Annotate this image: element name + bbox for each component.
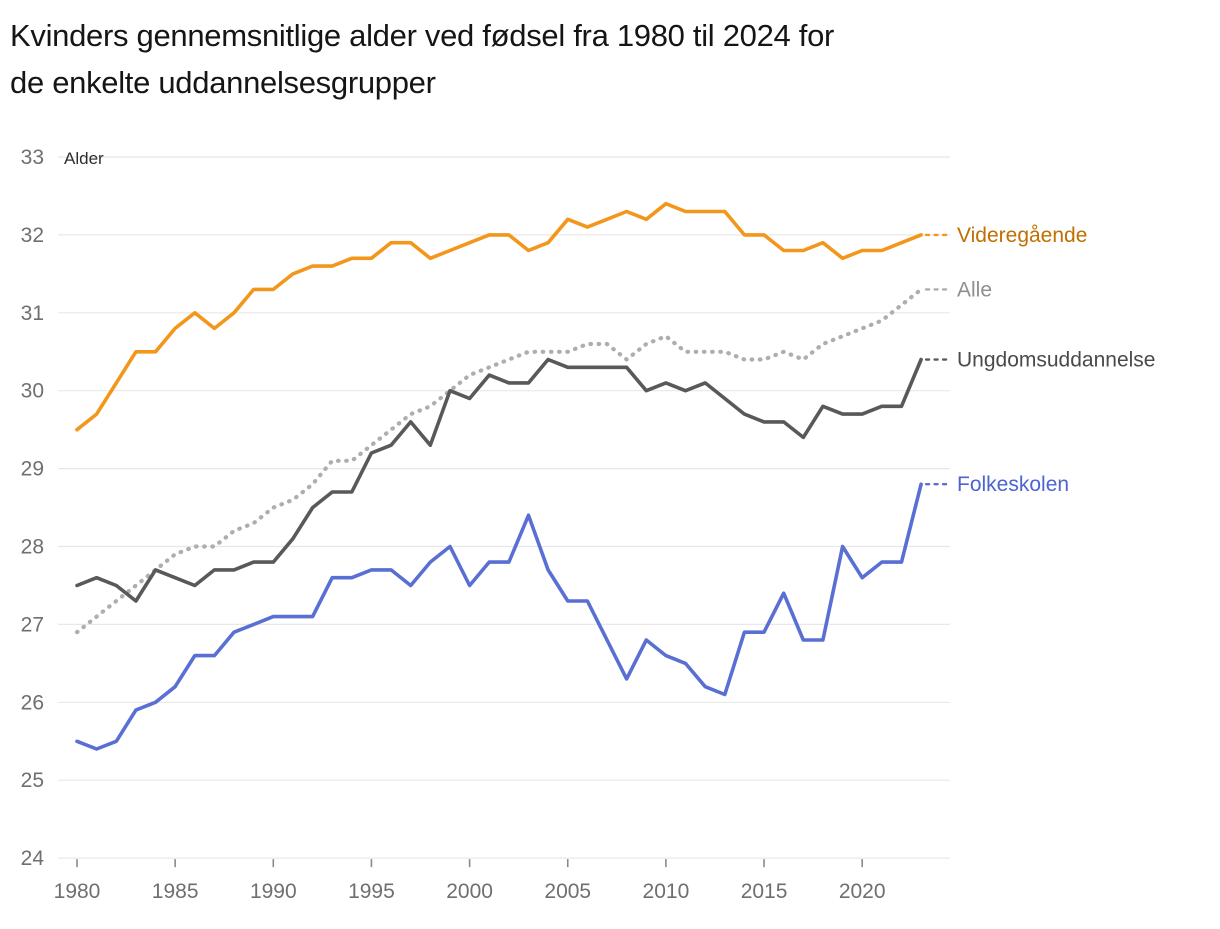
y-tick-label-28: 28 (21, 536, 44, 559)
y-tick-label-25: 25 (21, 769, 44, 792)
x-tick-label-1990: 1990 (250, 880, 297, 903)
series-line-alle (74, 287, 924, 635)
series-label-alle: Alle (957, 278, 992, 301)
x-tick-label-2000: 2000 (446, 880, 493, 903)
y-tick-label-27: 27 (21, 613, 44, 636)
x-tick-label-2005: 2005 (544, 880, 591, 903)
x-tick-label-2010: 2010 (643, 880, 690, 903)
chart-title: Kvinders gennemsnitlige alder ved fødsel… (10, 12, 1200, 106)
x-tick-label-1985: 1985 (152, 880, 199, 903)
y-tick-label-29: 29 (21, 458, 44, 481)
series-label-ungdomsuddannelse: Ungdomsuddannelse (957, 349, 1155, 372)
y-axis-unit-label: Alder (64, 149, 104, 168)
y-tick-label-33: 33 (21, 146, 44, 169)
x-tick-label-1980: 1980 (54, 880, 101, 903)
chart-title-line1: Kvinders gennemsnitlige alder ved fødsel… (10, 18, 835, 53)
series-line-videregående (75, 201, 923, 432)
y-tick-label-30: 30 (21, 380, 44, 403)
x-tick-label-2015: 2015 (741, 880, 788, 903)
series-label-videregående: Videregående (957, 224, 1087, 247)
y-tick-label-26: 26 (21, 691, 44, 714)
y-tick-label-32: 32 (21, 224, 44, 247)
chart-title-line2: de enkelte uddannelsesgrupper (10, 65, 436, 100)
x-tick-label-2020: 2020 (839, 880, 886, 903)
series-label-folkeskolen: Folkeskolen (957, 473, 1069, 496)
y-tick-label-31: 31 (21, 302, 44, 325)
series-line-folkeskolen (75, 482, 923, 751)
x-tick-label-1995: 1995 (348, 880, 395, 903)
y-tick-label-24: 24 (21, 847, 45, 870)
series-line-ungdomsuddannelse (75, 357, 923, 603)
